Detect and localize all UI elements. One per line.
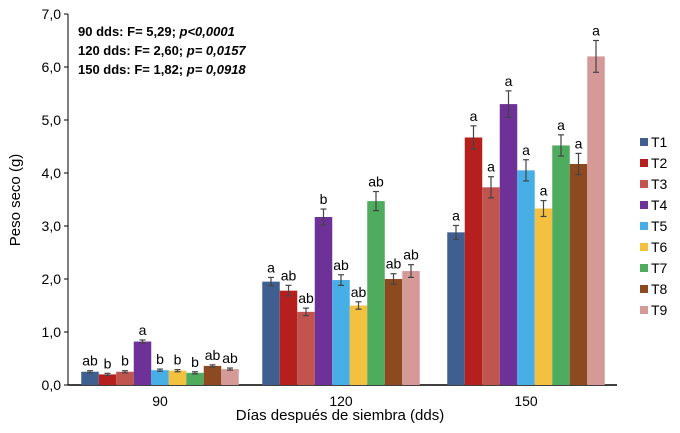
bar-t6-90: [168, 370, 187, 385]
significance-letter: ab: [333, 257, 349, 273]
y-tick-label: 1,0: [42, 324, 62, 340]
legend-label: T7: [651, 260, 668, 276]
y-tick-label: 0,0: [42, 377, 62, 393]
significance-letter: a: [487, 159, 495, 175]
y-tick-label: 4,0: [42, 165, 62, 181]
significance-letter: ab: [222, 350, 238, 366]
legend-swatch-t9: [640, 306, 648, 314]
significance-letter: b: [104, 355, 112, 371]
y-tick-label: 3,0: [42, 218, 62, 234]
significance-letter: ab: [82, 353, 98, 369]
legend-label: T1: [651, 134, 668, 150]
y-tick-label: 6,0: [42, 59, 62, 75]
bar-t4-90: [133, 341, 152, 385]
bar-t7-90: [186, 372, 204, 385]
legend-label: T4: [651, 197, 668, 213]
significance-letter: ab: [205, 347, 221, 363]
significance-letter: b: [121, 353, 129, 369]
bar-t3-120: [297, 311, 315, 385]
significance-letter: a: [522, 142, 530, 158]
y-tick-label: 7,0: [42, 6, 62, 22]
significance-letter: b: [156, 351, 164, 367]
y-tick-label: 5,0: [42, 112, 62, 128]
significance-letter: b: [191, 354, 199, 370]
legend-swatch-t5: [640, 222, 648, 230]
bar-t2-90: [98, 374, 117, 385]
bar-t9-120: [402, 271, 420, 385]
legend-swatch-t7: [640, 264, 648, 272]
bar-t2-120: [279, 290, 298, 385]
bar-t4-120: [314, 216, 333, 385]
legend-swatch-t4: [640, 201, 648, 209]
x-tick-label: 150: [514, 393, 538, 409]
significance-letter: a: [557, 117, 565, 133]
legend-label: T2: [651, 155, 668, 171]
anova-annotation: 150 dds: F= 1,82; p= 0,0918: [78, 62, 246, 77]
bar-t8-150: [569, 163, 588, 385]
bar-t1-150: [447, 232, 465, 385]
legend-label: T8: [651, 281, 668, 297]
legend-label: T9: [651, 302, 668, 318]
bar-t9-90: [221, 369, 239, 385]
significance-letter: ab: [386, 256, 402, 272]
significance-letter: a: [267, 259, 275, 275]
significance-letter: ab: [298, 290, 314, 306]
legend-swatch-t6: [640, 243, 648, 251]
significance-letter: a: [505, 73, 513, 89]
significance-letter: ab: [281, 267, 297, 283]
bar-t7-120: [367, 201, 385, 385]
x-tick-label: 90: [152, 393, 168, 409]
bar-t5-120: [332, 280, 350, 385]
significance-letter: b: [174, 352, 182, 368]
bar-t9-150: [587, 56, 605, 386]
significance-letter: a: [139, 322, 147, 338]
legend-swatch-t8: [640, 285, 648, 293]
x-tick-label: 120: [329, 393, 353, 409]
anova-annotation: 90 dds: F= 5,29; p<0,0001: [78, 24, 235, 39]
bar-t2-150: [464, 137, 483, 385]
x-axis-title: Días después de siembra (dds): [236, 407, 444, 424]
significance-letter: a: [470, 108, 478, 124]
significance-letter: a: [575, 135, 583, 151]
legend-label: T3: [651, 176, 668, 192]
anova-annotation: 120 dds: F= 2,60; p= 0,0157: [78, 43, 246, 58]
legend-swatch-t2: [640, 159, 648, 167]
significance-letter: ab: [351, 284, 367, 300]
y-tick-label: 2,0: [42, 271, 62, 287]
significance-letter: b: [320, 191, 328, 207]
bar-t3-90: [116, 371, 134, 385]
bar-t3-150: [482, 187, 500, 385]
legend-label: T6: [651, 239, 668, 255]
significance-letter: a: [592, 23, 600, 39]
bar-t5-90: [151, 370, 169, 385]
legend-swatch-t3: [640, 180, 648, 188]
significance-letter: a: [540, 183, 548, 199]
bar-t1-90: [81, 371, 99, 385]
bar-t7-150: [552, 145, 570, 385]
significance-letter: a: [452, 207, 460, 223]
bar-t1-120: [262, 281, 280, 385]
significance-letter: ab: [368, 174, 384, 190]
y-axis-title: Peso seco (g): [7, 154, 24, 247]
bar-t5-150: [517, 170, 535, 385]
significance-letter: ab: [403, 247, 419, 263]
legend-swatch-t1: [640, 138, 648, 146]
bar-t6-120: [349, 305, 368, 385]
bar-t8-90: [203, 365, 222, 385]
bar-t6-150: [534, 208, 553, 385]
legend-label: T5: [651, 218, 668, 234]
bar-t4-150: [499, 104, 518, 385]
bar-t8-120: [384, 279, 403, 385]
